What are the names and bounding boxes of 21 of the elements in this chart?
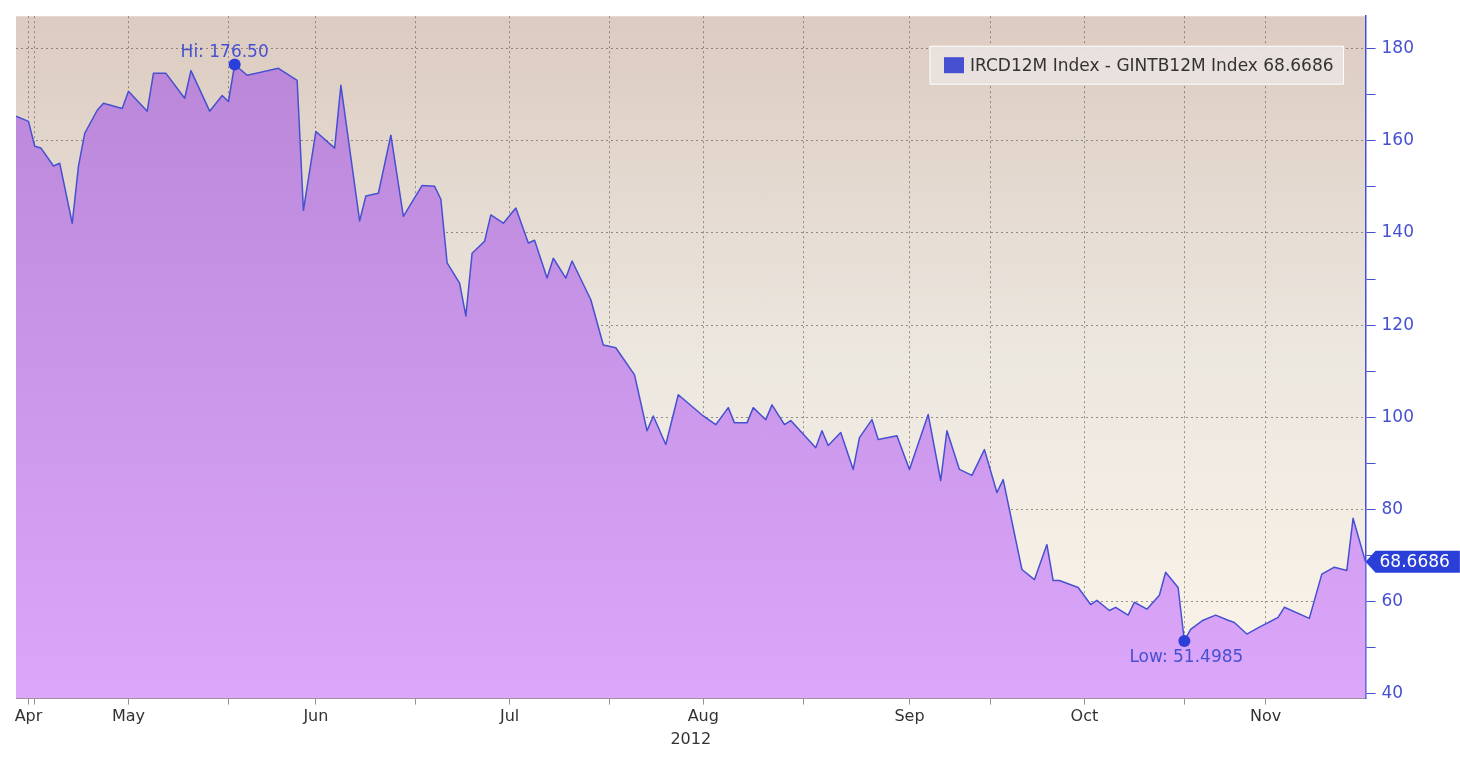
annotation: 68.6686 bbox=[1379, 551, 1450, 572]
y-tick-label: 160 bbox=[1381, 129, 1415, 150]
legend-label: IRCD12M Index - GINTB12M Index 68.6686 bbox=[970, 54, 1334, 75]
y-tick-label: 80 bbox=[1381, 497, 1404, 518]
x-tick-label: Nov bbox=[1249, 706, 1282, 726]
y-tick-label: 40 bbox=[1381, 682, 1404, 703]
y-tick-label: 100 bbox=[1381, 405, 1415, 426]
annotation: Hi: 176.50 bbox=[180, 40, 269, 61]
y-tick-label: 140 bbox=[1381, 221, 1415, 242]
y-tick-label: 180 bbox=[1381, 36, 1415, 57]
x-tick-label: Aug bbox=[687, 706, 719, 726]
x-tick-label: Oct bbox=[1070, 706, 1099, 726]
x-axis-title: 2012 bbox=[670, 728, 712, 748]
x-tick-label: Jul bbox=[498, 706, 520, 726]
x-tick-label: Sep bbox=[894, 706, 925, 726]
x-tick-label: Jun bbox=[302, 706, 329, 726]
x-tick-label: May bbox=[111, 706, 145, 726]
y-tick-label: 120 bbox=[1381, 313, 1415, 334]
x-tick-label: Apr bbox=[14, 706, 43, 726]
annotation: Low: 51.4985 bbox=[1129, 645, 1244, 666]
y-tick-label: 60 bbox=[1381, 590, 1404, 611]
